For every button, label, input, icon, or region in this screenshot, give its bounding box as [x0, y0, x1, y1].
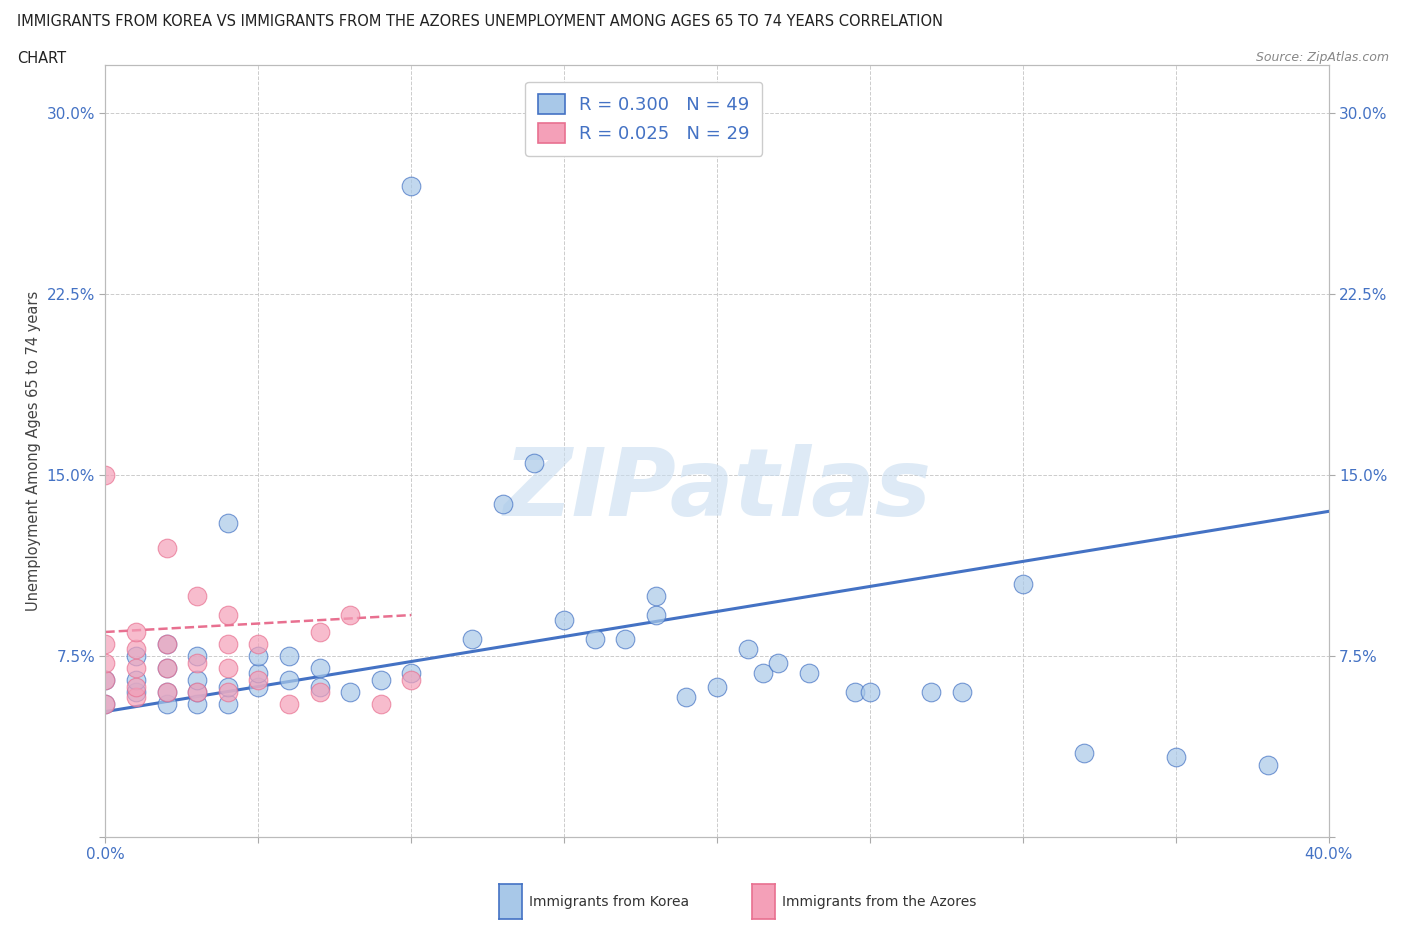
Text: ZIPatlas: ZIPatlas [503, 444, 931, 536]
Point [217, 637, 239, 652]
Text: IMMIGRANTS FROM KOREA VS IMMIGRANTS FROM THE AZORES UNEMPLOYMENT AMONG AGES 65 T: IMMIGRANTS FROM KOREA VS IMMIGRANTS FROM… [17, 14, 943, 29]
Point [737, 642, 759, 657]
Point [1256, 757, 1278, 772]
Point [768, 656, 790, 671]
Text: Immigrants from the Azores: Immigrants from the Azores [782, 895, 976, 910]
Point [797, 666, 820, 681]
Legend: R = 0.300   N = 49, R = 0.025   N = 29: R = 0.300 N = 49, R = 0.025 N = 29 [524, 82, 762, 156]
Point [675, 690, 697, 705]
Point [278, 697, 301, 711]
Point [217, 660, 239, 675]
Point [339, 607, 361, 622]
Point [94, 697, 117, 711]
Point [920, 684, 942, 699]
Point [844, 684, 866, 699]
Point [644, 607, 666, 622]
Point [401, 666, 423, 681]
Point [278, 672, 301, 687]
Point [94, 656, 117, 671]
Point [155, 637, 177, 652]
Point [125, 684, 148, 699]
Point [1073, 745, 1095, 760]
Point [247, 672, 270, 687]
Point [125, 660, 148, 675]
Point [186, 656, 208, 671]
Point [155, 684, 177, 699]
Point [94, 672, 117, 687]
Point [217, 607, 239, 622]
Point [401, 179, 423, 193]
Point [523, 456, 546, 471]
Point [125, 625, 148, 640]
Point [155, 540, 177, 555]
Point [155, 684, 177, 699]
Point [217, 684, 239, 699]
Point [94, 468, 117, 483]
Point [752, 666, 775, 681]
Point [308, 684, 330, 699]
Point [1011, 577, 1033, 591]
Point [950, 684, 973, 699]
Point [94, 672, 117, 687]
Point [186, 697, 208, 711]
Point [339, 684, 361, 699]
Point [125, 690, 148, 705]
Point [247, 637, 270, 652]
Point [217, 516, 239, 531]
Point [186, 589, 208, 604]
Point [247, 666, 270, 681]
Point [583, 631, 606, 646]
Point [186, 648, 208, 663]
Text: CHART: CHART [17, 51, 66, 66]
Point [553, 613, 575, 628]
Point [186, 684, 208, 699]
Point [217, 697, 239, 711]
Text: Source: ZipAtlas.com: Source: ZipAtlas.com [1256, 51, 1389, 64]
Point [217, 680, 239, 695]
Point [155, 660, 177, 675]
Point [706, 680, 728, 695]
Point [370, 672, 392, 687]
Point [308, 680, 330, 695]
Point [94, 637, 117, 652]
Point [186, 684, 208, 699]
Point [644, 589, 666, 604]
Point [94, 697, 117, 711]
Point [247, 648, 270, 663]
Point [125, 672, 148, 687]
Point [614, 631, 637, 646]
Point [247, 680, 270, 695]
Point [492, 497, 515, 512]
Point [155, 697, 177, 711]
Point [186, 672, 208, 687]
Point [125, 648, 148, 663]
Point [155, 660, 177, 675]
Point [308, 660, 330, 675]
Y-axis label: Unemployment Among Ages 65 to 74 years: Unemployment Among Ages 65 to 74 years [25, 291, 41, 611]
Point [155, 637, 177, 652]
Point [461, 631, 484, 646]
Point [278, 648, 301, 663]
Text: Immigrants from Korea: Immigrants from Korea [529, 895, 689, 910]
Point [308, 625, 330, 640]
Point [125, 642, 148, 657]
Point [859, 684, 882, 699]
Point [401, 672, 423, 687]
Point [125, 680, 148, 695]
Point [370, 697, 392, 711]
Point [1164, 750, 1187, 764]
